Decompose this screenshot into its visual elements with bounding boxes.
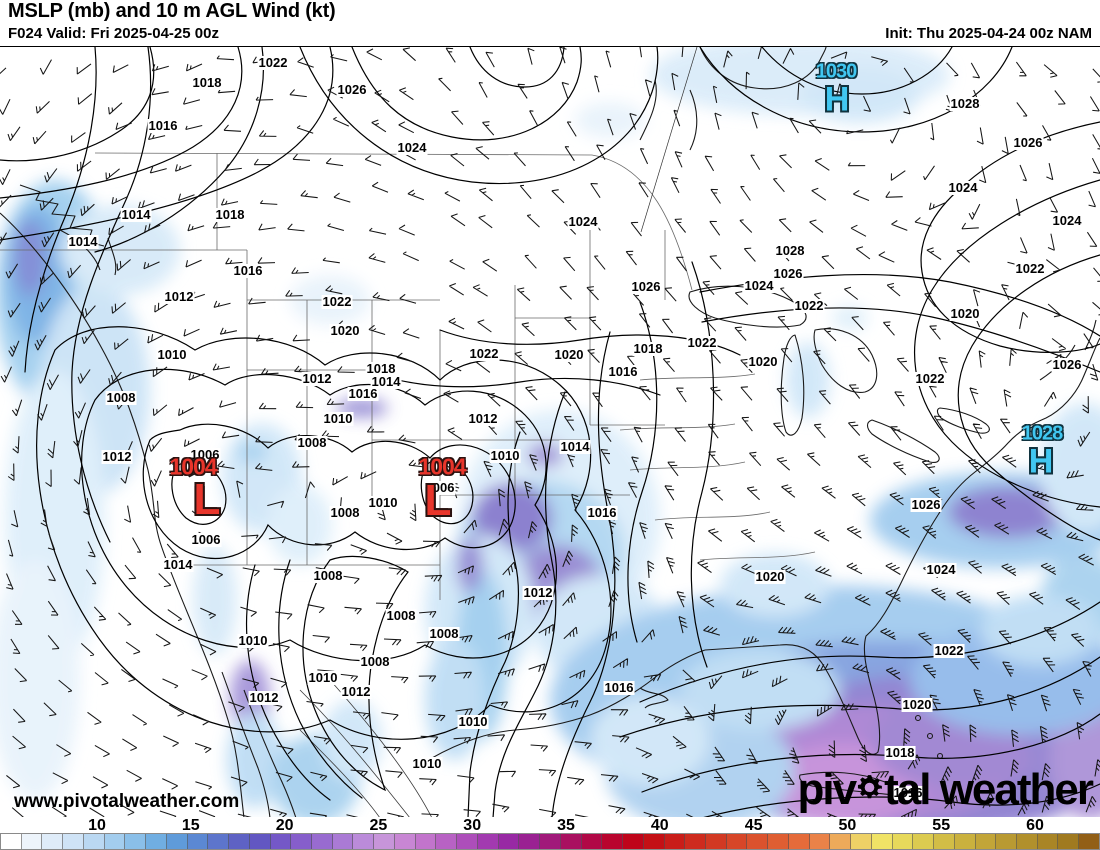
colorbar-cell [187, 834, 209, 849]
colorbar-tick: 30 [463, 817, 482, 834]
colorbar-cell [457, 834, 478, 849]
colorbar-cell [602, 834, 624, 849]
colorbar-cell [394, 834, 416, 849]
colorbar-cell [726, 834, 748, 849]
colorbar-cell [892, 834, 914, 849]
colorbar-cell [249, 834, 271, 849]
colorbar-cell [809, 834, 831, 849]
colorbar-cell [747, 834, 769, 849]
colorbar-cell [374, 834, 395, 849]
colorbar-cell [581, 834, 603, 849]
header: MSLP (mb) and 10 m AGL Wind (kt) F024 Va… [0, 0, 1100, 46]
colorbar-cell [685, 834, 706, 849]
colorbar-tick: 55 [932, 817, 951, 834]
init-time-label: Init: Thu 2025-04-24 00z NAM [885, 25, 1092, 42]
colorbar-cell [21, 834, 43, 849]
colorbar-cell [540, 834, 561, 849]
colorbar-cell [332, 834, 354, 849]
colorbar-tick: 15 [181, 817, 200, 834]
colorbar-tick: 10 [88, 817, 106, 834]
colorbar-cell [477, 834, 499, 849]
colorbar-cell [415, 834, 437, 849]
colorbar-tick: 50 [838, 817, 857, 834]
colorbar-cell [768, 834, 789, 849]
colorbar-tick-labels: 10 15 20 25 30 35 40 45 50 55 60 [0, 817, 1100, 834]
colorbar-tick: 40 [650, 817, 669, 834]
colorbar-cell [996, 834, 1017, 849]
colorbar-cell [229, 834, 250, 849]
colorbar-cell [63, 834, 84, 849]
colorbar-cell [125, 834, 147, 849]
map-canvas [0, 47, 1100, 818]
colorbar-cell [146, 834, 167, 849]
brand-text-post: tal weather [884, 765, 1094, 814]
colorbar-cell [934, 834, 955, 849]
colorbar-cell [560, 834, 582, 849]
colorbar-cell [208, 834, 230, 849]
colorbar-tick: 25 [369, 817, 388, 834]
colorbar-cell [498, 834, 520, 849]
colorbar-cell [42, 834, 64, 849]
wind-speed-colorbar [0, 833, 1100, 850]
forecast-time-row: F024 Valid: Fri 2025-04-25 00z Init: Thu… [8, 25, 1092, 42]
colorbar-cell [1037, 834, 1059, 849]
colorbar-tick: 35 [557, 817, 575, 834]
colorbar-tick: 45 [744, 817, 763, 834]
gear-icon [855, 767, 884, 813]
colorbar-cell [519, 834, 541, 849]
colorbar-tick: 20 [275, 817, 294, 834]
colorbar-cell [1079, 834, 1099, 849]
colorbar-cell [871, 834, 893, 849]
colorbar-cell [913, 834, 935, 849]
colorbar-cell [954, 834, 976, 849]
brand-text-pre: piv [797, 765, 858, 814]
colorbar-cell [166, 834, 188, 849]
colorbar-cell [975, 834, 997, 849]
colorbar-tick: 60 [1026, 817, 1044, 834]
colorbar-cell [1, 834, 22, 849]
colorbar-cell [353, 834, 375, 849]
colorbar-cell [705, 834, 727, 849]
valid-time-label: F024 Valid: Fri 2025-04-25 00z [8, 25, 219, 42]
watermark-url: www.pivotalweather.com [14, 791, 240, 812]
colorbar-cell [830, 834, 852, 849]
colorbar-cell [623, 834, 644, 849]
watermark-brand: piv tal weather [797, 765, 1094, 814]
colorbar-cell [788, 834, 810, 849]
colorbar-cell [104, 834, 126, 849]
colorbar-cell [291, 834, 313, 849]
colorbar-cell [664, 834, 686, 849]
colorbar-cell [270, 834, 292, 849]
projection-seam [640, 47, 698, 233]
isobars [0, 47, 1100, 818]
colorbar-cell [643, 834, 665, 849]
page-title: MSLP (mb) and 10 m AGL Wind (kt) [8, 0, 336, 22]
colorbar-cell [436, 834, 458, 849]
colorbar-cell [312, 834, 333, 849]
colorbar-cell [83, 834, 105, 849]
colorbar-cell [1058, 834, 1080, 849]
state-borders [0, 152, 816, 600]
colorbar-cell [851, 834, 872, 849]
colorbar-cell [1016, 834, 1038, 849]
forecast-map [0, 46, 1100, 819]
